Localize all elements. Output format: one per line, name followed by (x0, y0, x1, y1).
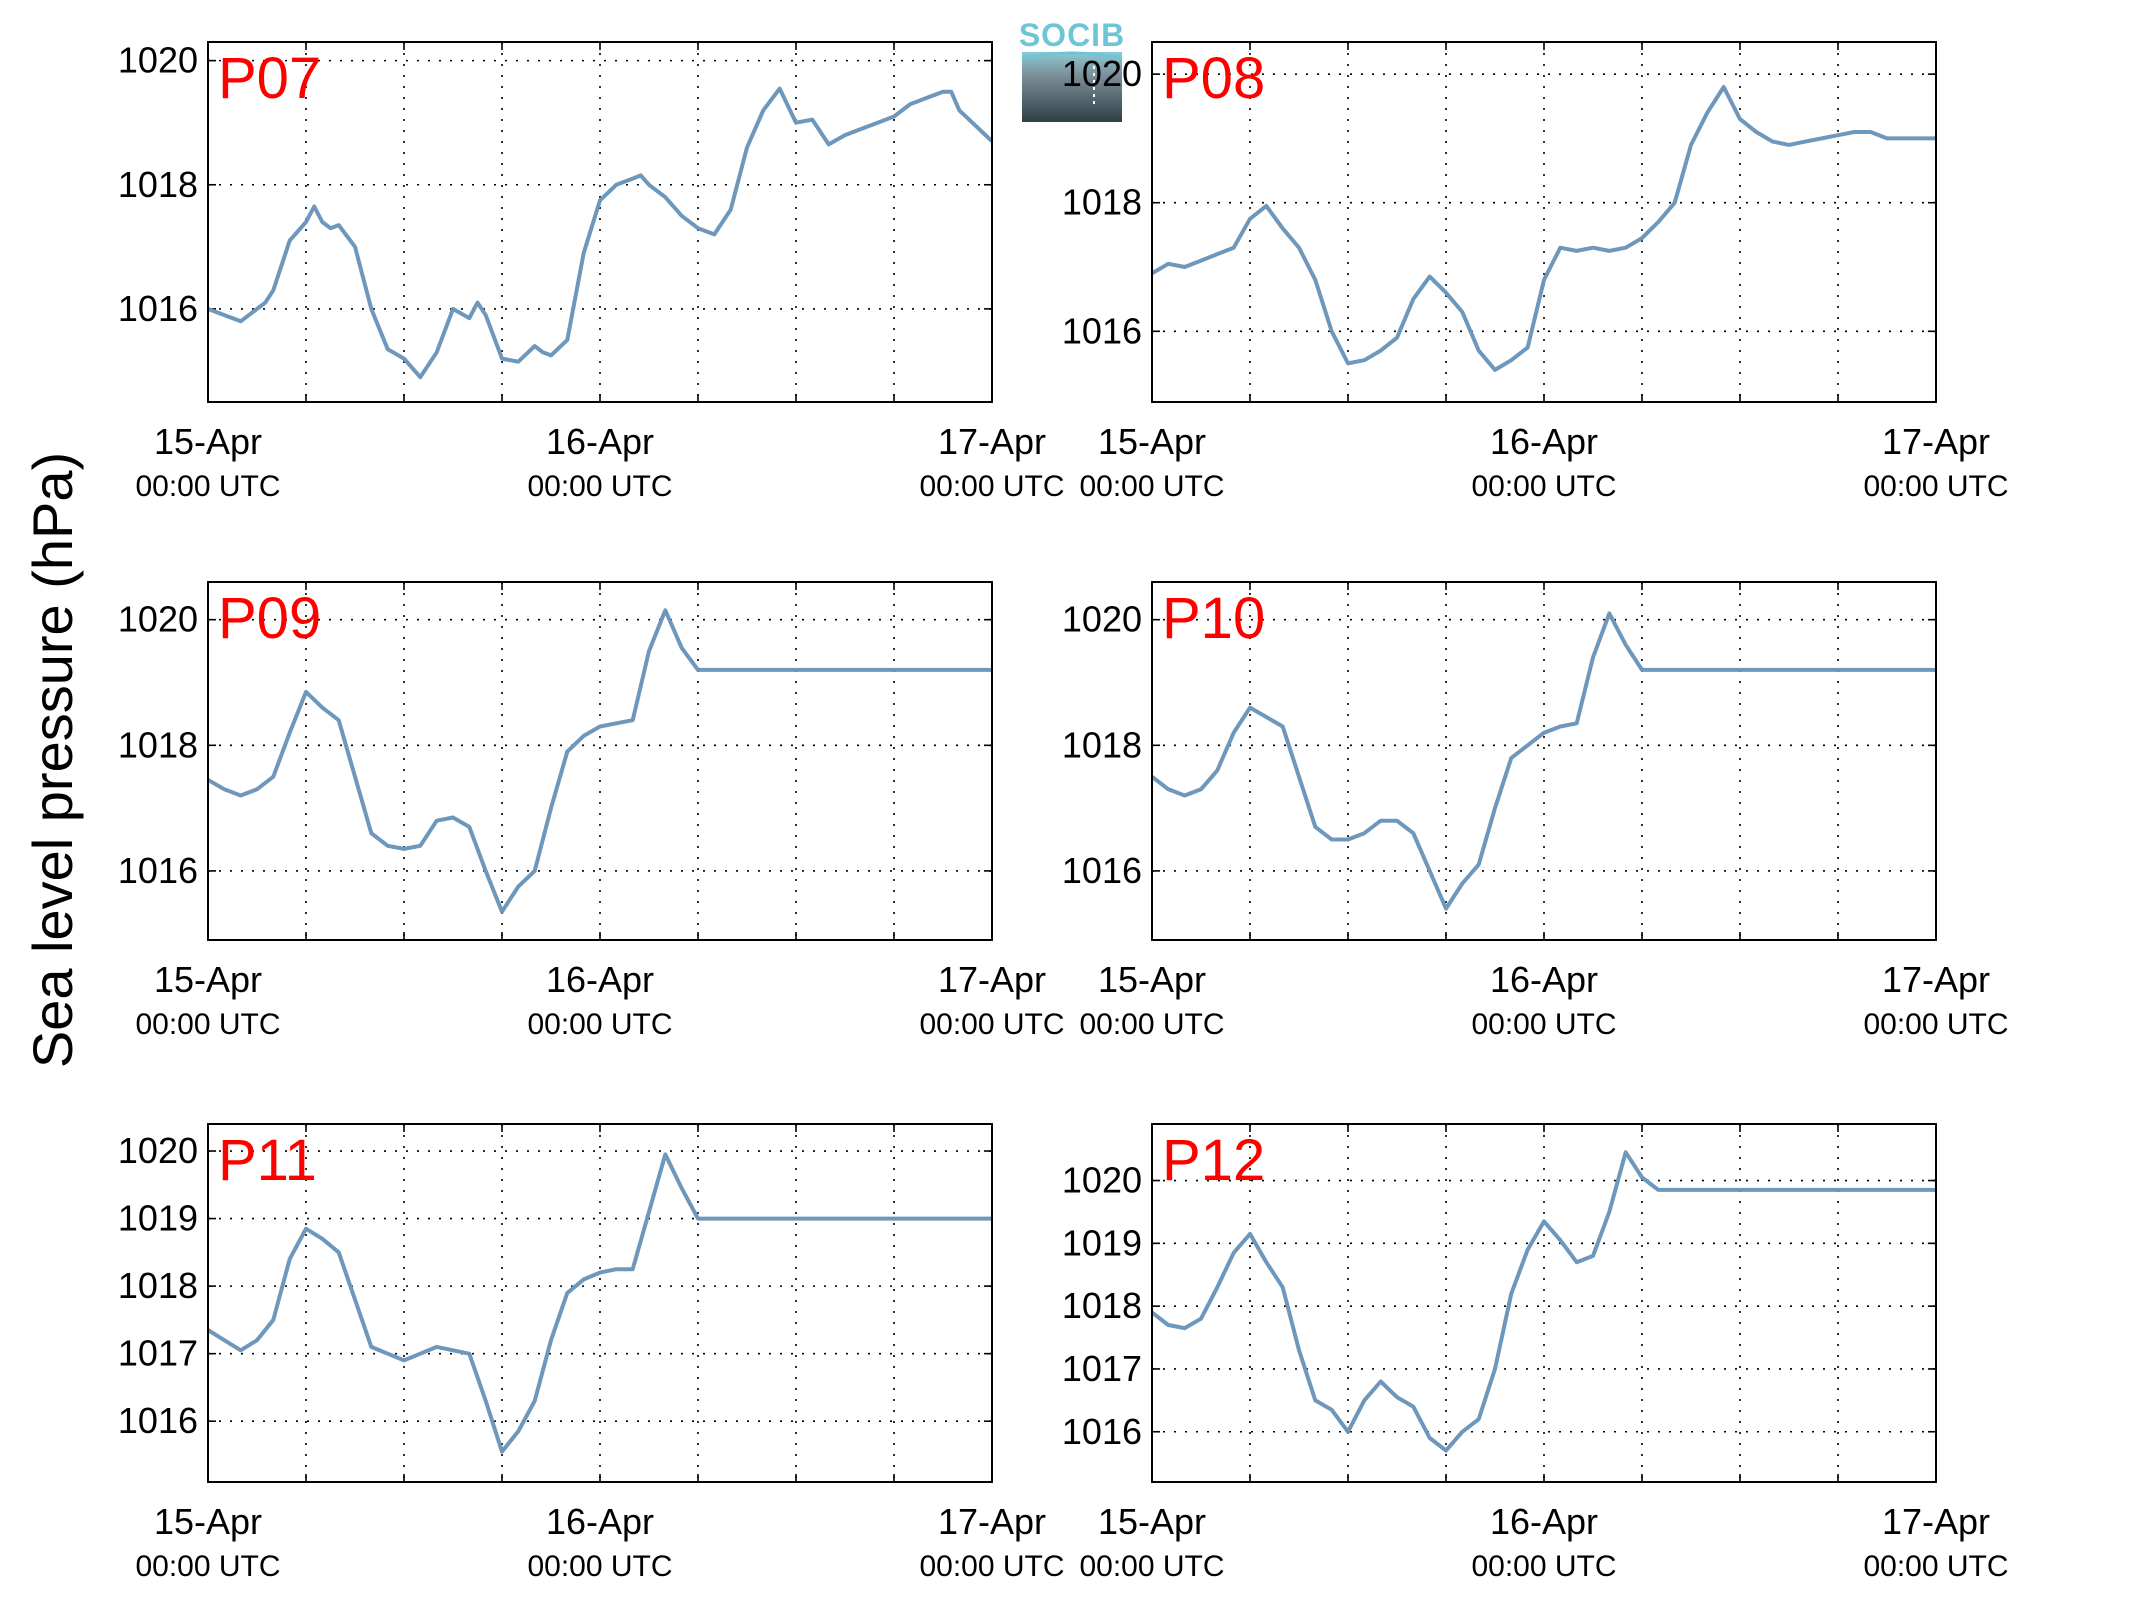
socib-logo: SOCIB (1019, 17, 1125, 122)
x-tick-sublabel: 00:00 UTC (1471, 1550, 1616, 1583)
series-line (1150, 1150, 1936, 1453)
plot-frame (207, 41, 993, 403)
panel-label: P12 (1162, 1128, 1265, 1193)
x-tick-sublabel: 00:00 UTC (135, 1008, 280, 1041)
series-line (1150, 611, 1936, 911)
x-tick-sublabel: 00:00 UTC (919, 1550, 1064, 1583)
plot-frame (1151, 581, 1937, 941)
y-tick-label: 1019 (118, 1198, 198, 1239)
panel-p07: 1016 1018 1020 15-Apr 00:00 UTC 16-Apr 00:00 U… (118, 40, 1065, 503)
x-tick-label: 15-Apr (1098, 959, 1206, 1000)
plot-frame (1151, 1123, 1937, 1483)
panel-label: P10 (1162, 586, 1265, 651)
y-tick-label: 1016 (1062, 850, 1142, 891)
panel-p10: 1016 1018 1020 15-Apr 00:00 UTC 16-Apr 00:00 U… (1062, 581, 2009, 1041)
x-tick-sublabel: 00:00 UTC (1471, 1008, 1616, 1041)
x-tick-label: 15-Apr (154, 1501, 262, 1542)
y-tick-label: 1018 (1062, 182, 1142, 223)
y-tick-label: 1018 (118, 1265, 198, 1306)
logo-block (1022, 52, 1122, 122)
x-tick-label: 15-Apr (154, 421, 262, 462)
y-tick-label: 1020 (118, 599, 198, 640)
x-tick-sublabel: 00:00 UTC (135, 470, 280, 503)
x-tick-label: 16-Apr (546, 1501, 654, 1542)
y-tick-label: 1020 (118, 1130, 198, 1171)
panel-p11: 1016 1017 1018 1019 1020 15-Apr 00:00 UTC 16-Ap… (118, 1123, 1065, 1583)
y-tick-label: 1020 (118, 40, 198, 81)
plot-frame (207, 581, 993, 941)
x-tick-sublabel: 00:00 UTC (1079, 470, 1224, 503)
panel-p09: 1016 1018 1020 15-Apr 00:00 UTC 16-Apr 00:00 U… (118, 581, 1065, 1041)
y-tick-label: 1017 (118, 1333, 198, 1374)
series-line (206, 608, 992, 914)
x-tick-sublabel: 00:00 UTC (1079, 1008, 1224, 1041)
y-tick-label: 1018 (118, 164, 198, 205)
y-tick-label: 1020 (1062, 1160, 1142, 1201)
y-tick-label: 1020 (1062, 599, 1142, 640)
x-tick-label: 17-Apr (1882, 421, 1990, 462)
x-tick-sublabel: 00:00 UTC (1863, 1550, 2008, 1583)
logo-wave (1021, 51, 1123, 60)
x-tick-label: 16-Apr (1490, 959, 1598, 1000)
y-tick-label: 1018 (118, 724, 198, 765)
x-tick-sublabel: 00:00 UTC (919, 470, 1064, 503)
x-tick-sublabel: 00:00 UTC (1863, 470, 2008, 503)
y-tick-label: 1016 (118, 850, 198, 891)
x-tick-sublabel: 00:00 UTC (1079, 1550, 1224, 1583)
panels: 1016 1018 1020 15-Apr 00:00 UTC 16-Apr 00:00 U… (118, 40, 2009, 1583)
panel-label: P08 (1162, 46, 1265, 111)
panel-p12: 1016 1017 1018 1019 1020 15-Apr 00:00 UTC 16-Ap… (1062, 1123, 2009, 1583)
y-tick-label: 1016 (1062, 1411, 1142, 1452)
x-tick-label: 17-Apr (1882, 1501, 1990, 1542)
y-tick-label: 1016 (118, 1400, 198, 1441)
x-tick-label: 15-Apr (1098, 421, 1206, 462)
panel-label: P11 (218, 1128, 317, 1193)
series-line (1150, 85, 1936, 372)
x-tick-label: 16-Apr (546, 421, 654, 462)
y-tick-label: 1016 (118, 288, 198, 329)
panel-label: P07 (218, 46, 321, 111)
y-tick-label: 1020 (1062, 53, 1142, 94)
x-tick-sublabel: 00:00 UTC (527, 470, 672, 503)
x-tick-label: 17-Apr (1882, 959, 1990, 1000)
plot-frame (1151, 41, 1937, 403)
series-line (206, 1152, 992, 1454)
y-tick-label: 1018 (1062, 724, 1142, 765)
y-tick-label: 1017 (1062, 1348, 1142, 1389)
x-tick-sublabel: 00:00 UTC (919, 1008, 1064, 1041)
x-tick-label: 16-Apr (546, 959, 654, 1000)
x-tick-label: 15-Apr (154, 959, 262, 1000)
y-tick-label: 1019 (1062, 1222, 1142, 1263)
x-tick-label: 15-Apr (1098, 1501, 1206, 1542)
y-axis-label: Sea level pressure (hPa) (21, 452, 84, 1068)
x-tick-sublabel: 00:00 UTC (527, 1008, 672, 1041)
x-tick-sublabel: 00:00 UTC (527, 1550, 672, 1583)
y-tick-label: 1016 (1062, 310, 1142, 351)
panel-label: P09 (218, 586, 321, 651)
panel-p08: 1016 1018 1020 15-Apr 00:00 UTC 16-Apr 00:00 U… (1062, 41, 2009, 503)
series-line (207, 86, 994, 380)
x-tick-label: 17-Apr (938, 421, 1046, 462)
x-tick-label: 17-Apr (938, 1501, 1046, 1542)
y-tick-label: 1018 (1062, 1285, 1142, 1326)
x-tick-label: 16-Apr (1490, 421, 1598, 462)
plot-frame (207, 1123, 993, 1483)
x-tick-sublabel: 00:00 UTC (1863, 1008, 2008, 1041)
x-tick-label: 16-Apr (1490, 1501, 1598, 1542)
x-tick-label: 17-Apr (938, 959, 1046, 1000)
x-tick-sublabel: 00:00 UTC (1471, 470, 1616, 503)
x-tick-sublabel: 00:00 UTC (135, 1550, 280, 1583)
logo-text: SOCIB (1019, 17, 1125, 53)
